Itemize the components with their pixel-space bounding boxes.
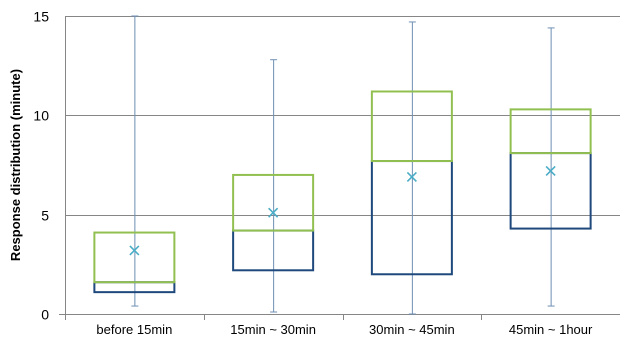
box-upper — [232, 173, 315, 232]
y-tick-label: 5 — [41, 208, 49, 224]
boxes — [93, 15, 592, 315]
mean-marker — [129, 245, 140, 256]
y-tick-label: 15 — [33, 9, 49, 25]
x-category-label: 30min ~ 45min — [369, 322, 455, 337]
box-upper — [370, 90, 453, 163]
box-upper — [93, 231, 176, 284]
x-category-label: before 15min — [96, 322, 172, 337]
mean-marker — [268, 207, 279, 218]
box-upper — [509, 108, 592, 155]
mean-marker-stroke — [268, 207, 279, 218]
x-category-label: 15min ~ 30min — [230, 322, 316, 337]
mean-marker-stroke — [406, 171, 417, 182]
mean-marker — [406, 171, 417, 182]
y-axis-title: Response distribution (minute) — [8, 69, 23, 261]
y-tick-label: 10 — [33, 108, 49, 124]
mean-marker-stroke — [545, 165, 556, 177]
y-tick-label: 0 — [41, 307, 49, 323]
axes — [59, 16, 620, 320]
gridlines — [65, 16, 620, 216]
x-category-label: 45min ~ 1hour — [509, 322, 593, 337]
mean-marker-stroke — [129, 245, 140, 256]
mean-marker — [545, 165, 556, 177]
labels: 0 5 10 15 before 15min 15min ~ 30min 30min ~ 4… — [33, 9, 593, 338]
